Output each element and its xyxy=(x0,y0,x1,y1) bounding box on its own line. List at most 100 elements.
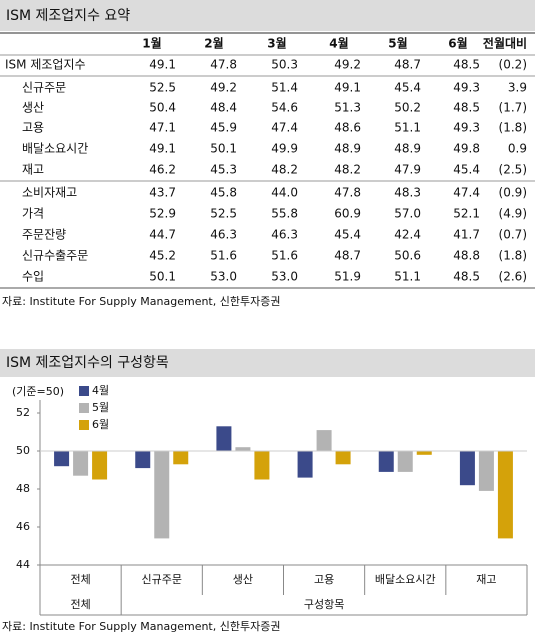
row-label: 소비자재고 xyxy=(22,186,77,200)
bar xyxy=(478,451,494,491)
cell: 55.8 xyxy=(271,207,298,221)
column-header: 5월 xyxy=(388,36,407,51)
cell: (0.2) xyxy=(499,58,527,72)
x-tick-label: 생산 xyxy=(233,573,253,586)
legend-label: 5월 xyxy=(92,401,109,414)
cell: (0.7) xyxy=(499,228,527,242)
bar xyxy=(459,451,475,486)
cell: 48.8 xyxy=(453,249,480,263)
row-label: 재고 xyxy=(22,163,44,177)
cell: 46.3 xyxy=(210,228,237,242)
cell: 49.3 xyxy=(453,81,480,95)
bar xyxy=(316,430,332,451)
cell: 48.6 xyxy=(334,121,361,135)
bar xyxy=(135,451,151,469)
cell: 48.2 xyxy=(271,163,298,177)
title-bar xyxy=(0,0,535,31)
cell: 53.0 xyxy=(210,270,237,284)
legend-swatch xyxy=(79,403,89,413)
row-label: 주문잔량 xyxy=(22,228,66,242)
bar xyxy=(54,451,70,467)
bar xyxy=(73,451,89,476)
legend-swatch xyxy=(79,386,89,396)
cell: 50.1 xyxy=(149,270,176,284)
cell: 49.1 xyxy=(149,142,176,156)
cell: 51.3 xyxy=(334,101,361,115)
cell: 45.2 xyxy=(149,249,176,263)
legend-swatch xyxy=(79,420,89,430)
cell: 44.7 xyxy=(149,228,176,242)
legend-label: 4월 xyxy=(92,384,109,397)
cell: 54.6 xyxy=(271,101,298,115)
bar xyxy=(397,451,413,472)
bar xyxy=(297,451,313,478)
cell: 47.8 xyxy=(334,186,361,200)
row-label: 신규수출주문 xyxy=(22,249,88,263)
cell: 50.1 xyxy=(210,142,237,156)
x-tick-label: 재고 xyxy=(476,573,496,586)
cell: 51.9 xyxy=(334,270,361,284)
bar xyxy=(378,451,394,472)
cell: 41.7 xyxy=(453,228,480,242)
row-label: 배달소요시간 xyxy=(22,142,88,156)
bar xyxy=(497,451,513,539)
table-source: 자료: Institute For Supply Management, 신한투… xyxy=(2,295,280,308)
cell: 51.4 xyxy=(271,81,298,95)
cell: 49.1 xyxy=(334,81,361,95)
group-label: 전체 xyxy=(70,598,90,611)
cell: 51.6 xyxy=(210,249,237,263)
cell: 50.6 xyxy=(394,249,421,263)
cell: 45.3 xyxy=(210,163,237,177)
cell: 48.2 xyxy=(334,163,361,177)
chart-source: 자료: Institute For Supply Management, 신한투… xyxy=(2,620,280,633)
cell: 52.5 xyxy=(210,207,237,221)
cell: (2.6) xyxy=(499,270,527,284)
cell: 48.4 xyxy=(210,101,237,115)
table-title: ISM 제조업지수 요약 xyxy=(6,8,130,24)
cell: 49.3 xyxy=(453,121,480,135)
cell: 49.1 xyxy=(149,58,176,72)
x-tick-label: 전체 xyxy=(70,573,90,586)
group-label: 구성항목 xyxy=(304,598,344,611)
cell: (2.5) xyxy=(499,163,527,177)
cell: 48.9 xyxy=(334,142,361,156)
bar xyxy=(416,451,432,455)
y-tick-label: 46 xyxy=(16,520,30,533)
cell: 48.7 xyxy=(394,58,421,72)
cell: 52.9 xyxy=(149,207,176,221)
cell: 45.4 xyxy=(453,163,480,177)
cell: 3.9 xyxy=(508,81,527,95)
row-label: 수입 xyxy=(22,270,44,284)
cell: (0.9) xyxy=(499,186,527,200)
x-tick-label: 신규주문 xyxy=(142,573,182,586)
chart-title: ISM 제조업지수의 구성항목 xyxy=(6,355,169,371)
cell: 45.4 xyxy=(394,81,421,95)
cell: 50.3 xyxy=(271,58,298,72)
cell: 50.4 xyxy=(149,101,176,115)
cell: 0.9 xyxy=(508,142,527,156)
legend-label: 6월 xyxy=(92,418,109,431)
cell: 42.4 xyxy=(394,228,421,242)
cell: 47.8 xyxy=(210,58,237,72)
cell: 48.7 xyxy=(334,249,361,263)
y-tick-label: 48 xyxy=(16,482,30,495)
row-label: 가격 xyxy=(22,207,44,221)
cell: 48.9 xyxy=(394,142,421,156)
cell: 49.9 xyxy=(271,142,298,156)
cell: 45.4 xyxy=(334,228,361,242)
cell: 49.8 xyxy=(453,142,480,156)
bar xyxy=(254,451,270,480)
cell: 45.9 xyxy=(210,121,237,135)
x-tick-label: 고용 xyxy=(314,573,334,586)
cell: 46.2 xyxy=(149,163,176,177)
cell: 47.1 xyxy=(149,121,176,135)
bar xyxy=(173,451,189,465)
cell: 52.1 xyxy=(453,207,480,221)
row-label: 생산 xyxy=(22,101,44,115)
cell: 48.5 xyxy=(453,101,480,115)
cell: 44.0 xyxy=(271,186,298,200)
x-tick-label: 배달소요시간 xyxy=(375,573,436,586)
cell: 51.1 xyxy=(394,121,421,135)
